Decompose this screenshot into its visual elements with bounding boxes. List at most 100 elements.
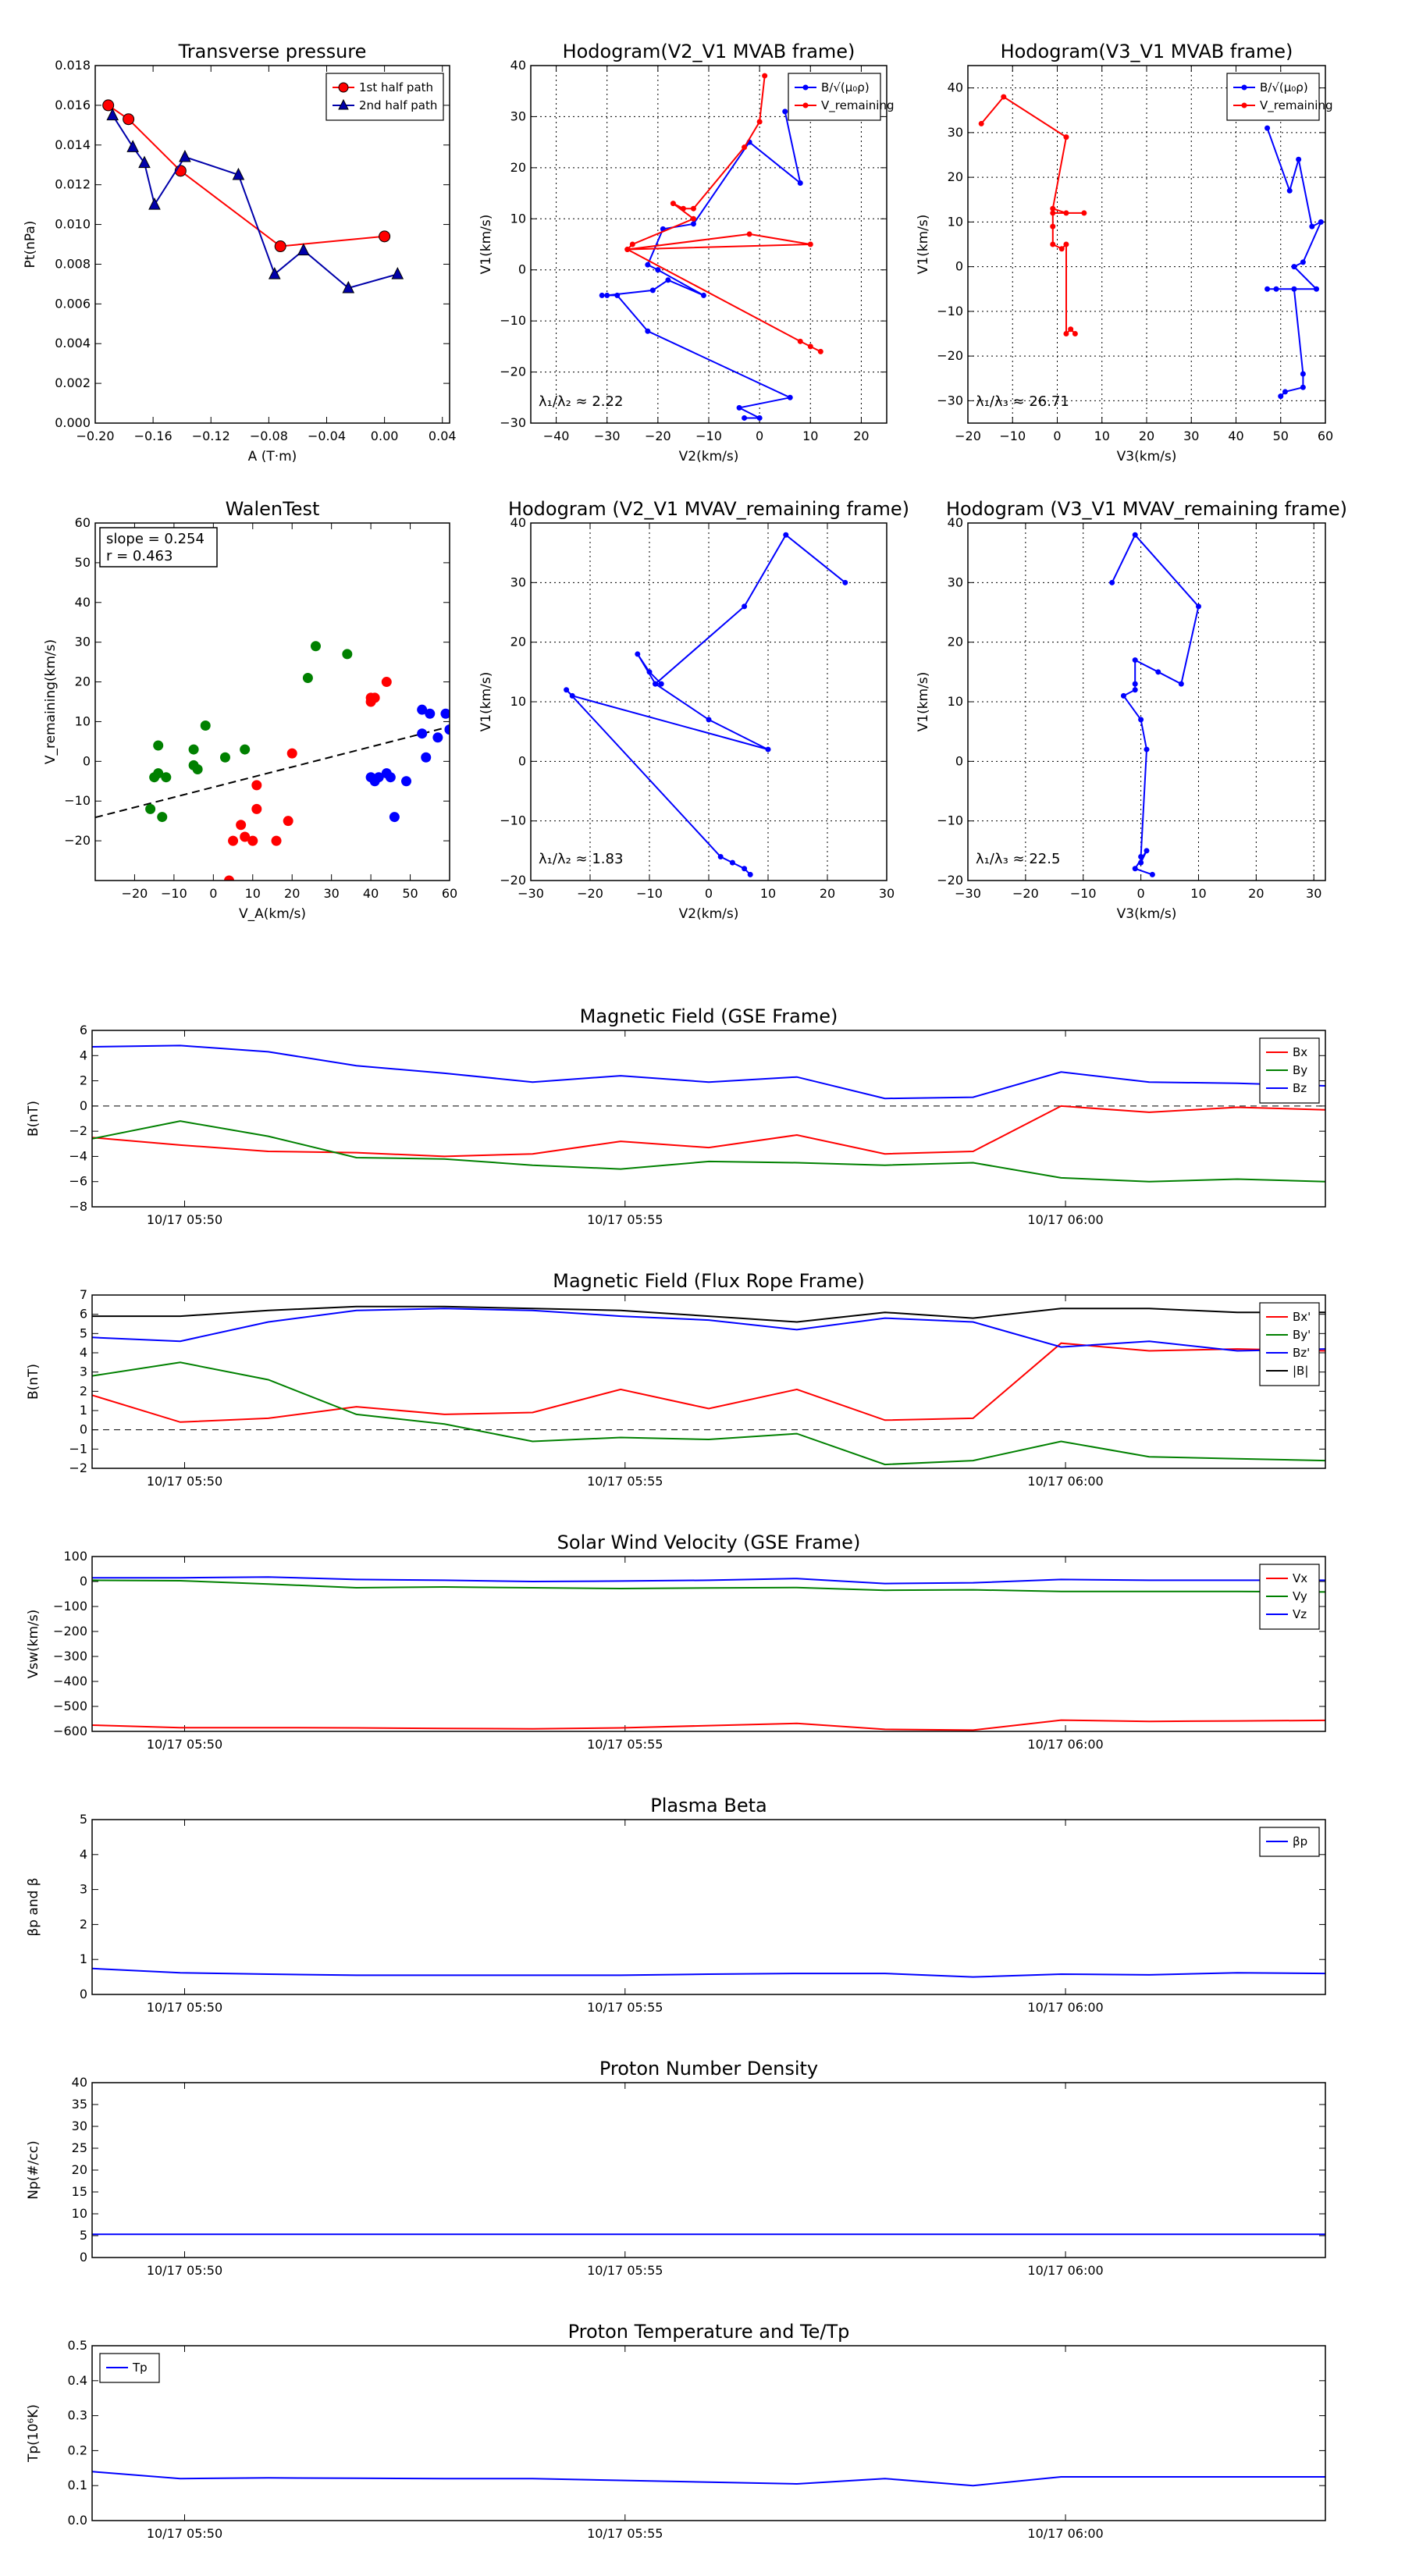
x-tick-label: 10/17 05:55: [587, 2526, 663, 2541]
data-point: [690, 221, 696, 227]
y-tick-label: 2: [80, 1383, 87, 1398]
data-point: [148, 197, 161, 210]
data-point: [286, 748, 297, 759]
data-point: [268, 267, 281, 279]
series-line: [92, 1576, 1325, 1585]
series-line: [1266, 127, 1323, 397]
data-point: [1063, 331, 1069, 336]
y-axis-label: V_remaining(km/s): [43, 639, 59, 764]
y-tick-label: −30: [500, 415, 526, 430]
series-line: [92, 1719, 1325, 1731]
x-tick-label: 10/17 05:50: [147, 1737, 222, 1752]
y-axis-label: βp and β: [26, 1877, 41, 1936]
x-tick-label: 30: [323, 886, 339, 901]
series-line: [602, 111, 802, 419]
y-tick-label: −400: [53, 1674, 87, 1688]
data-point: [1282, 389, 1288, 395]
data-point: [297, 243, 310, 256]
data-point: [690, 215, 696, 222]
data-point: [1138, 717, 1144, 723]
x-tick-label: 0.00: [371, 429, 399, 443]
data-point: [440, 708, 450, 719]
data-point: [624, 247, 631, 253]
data-point: [646, 669, 653, 675]
data-point: [658, 681, 664, 687]
data-point: [1155, 669, 1161, 675]
y-tick-label: 0.018: [55, 58, 91, 73]
x-tick-label: 0: [756, 429, 763, 443]
plot-frame: [91, 1556, 1326, 1732]
x-tick-label: −30: [955, 886, 981, 901]
data-point: [629, 241, 635, 247]
data-point: [157, 812, 168, 823]
data-point: [310, 641, 321, 652]
data-point: [1264, 286, 1271, 292]
data-point: [1132, 687, 1138, 693]
data-point: [283, 816, 293, 827]
data-point: [391, 267, 404, 279]
fit-line: [95, 725, 450, 819]
data-point: [240, 831, 251, 842]
legend-box: [788, 73, 881, 121]
chart-hodo-v2v1-mvab: −40 −30 −20 −10 0 10 20 −30 −20 −10 0 10 20 30 40 Hodog…: [478, 41, 895, 464]
data-point: [1264, 125, 1271, 131]
y-tick-label: 35: [72, 2097, 87, 2112]
y-tick-label: 6: [80, 1023, 87, 1037]
series-1: [624, 73, 823, 354]
x-tick-label: −0.08: [250, 429, 288, 443]
y-axis-label: V1(km/s): [916, 672, 931, 732]
y-tick-label: 30: [948, 575, 963, 589]
data-point: [797, 338, 803, 344]
y-tick-label: −20: [500, 365, 526, 379]
y-tick-label: 0: [80, 1987, 87, 2001]
plot-frame: [967, 522, 1326, 881]
data-point: [240, 744, 251, 755]
data-point: [1050, 223, 1056, 229]
series-2: [92, 1308, 1325, 1352]
y-tick-label: 0.000: [55, 415, 91, 430]
x-tick-label: 10/17 06:00: [1027, 1212, 1103, 1227]
data-point: [102, 99, 115, 112]
data-point: [224, 875, 235, 881]
chart-title: Proton Temperature and Te/Tp: [568, 2321, 850, 2343]
y-tick-label: −2: [69, 1123, 87, 1138]
x-tick-label: 10/17 05:55: [587, 1474, 663, 1489]
y-tick-label: −20: [937, 348, 963, 363]
x-tick-label: −30: [518, 886, 544, 901]
y-tick-label: 1: [80, 1952, 87, 1966]
legend: Bx By Bz: [1259, 1037, 1320, 1104]
series-2: [92, 1044, 1325, 1100]
data-point: [842, 579, 848, 585]
chart-proton-temp: 10/17 05:50 10/17 05:55 10/17 06:00 0.0 0.1 0…: [26, 2321, 1326, 2541]
y-tick-label: −6: [69, 1174, 87, 1189]
plot-frame: [91, 2082, 1326, 2258]
annotation-text: slope = 0.254: [106, 531, 205, 547]
y-tick-label: 4: [80, 1847, 87, 1862]
legend-label: 1st half path: [359, 80, 433, 94]
data-point: [655, 267, 661, 273]
chart-title: Hodogram(V3_V1 MVAB frame): [1001, 41, 1293, 62]
data-point: [138, 155, 151, 169]
x-tick-label: 50: [402, 886, 418, 901]
data-point: [389, 812, 400, 823]
data-point: [1296, 156, 1302, 162]
y-tick-label: 0: [83, 753, 91, 768]
y-tick-label: 6: [80, 1307, 87, 1322]
data-point: [271, 835, 282, 846]
data-point: [385, 772, 396, 783]
data-point: [1063, 241, 1069, 247]
chart-title: Solar Wind Velocity (GSE Frame): [557, 1532, 861, 1553]
y-tick-label: 30: [510, 109, 526, 123]
series-1: [106, 108, 404, 294]
x-tick-label: 20: [1248, 886, 1264, 901]
legend-label: Bx: [1293, 1045, 1307, 1059]
y-tick-label: 7: [80, 1287, 87, 1302]
y-tick-label: 5: [80, 1325, 87, 1340]
legend-label: βp: [1293, 1834, 1307, 1848]
x-tick-label: 20: [284, 886, 300, 901]
data-point: [302, 672, 313, 683]
data-point: [569, 692, 575, 699]
y-tick-label: −2: [69, 1461, 87, 1475]
x-axis-label: V2(km/s): [679, 449, 739, 464]
plot-frame: [530, 522, 887, 881]
